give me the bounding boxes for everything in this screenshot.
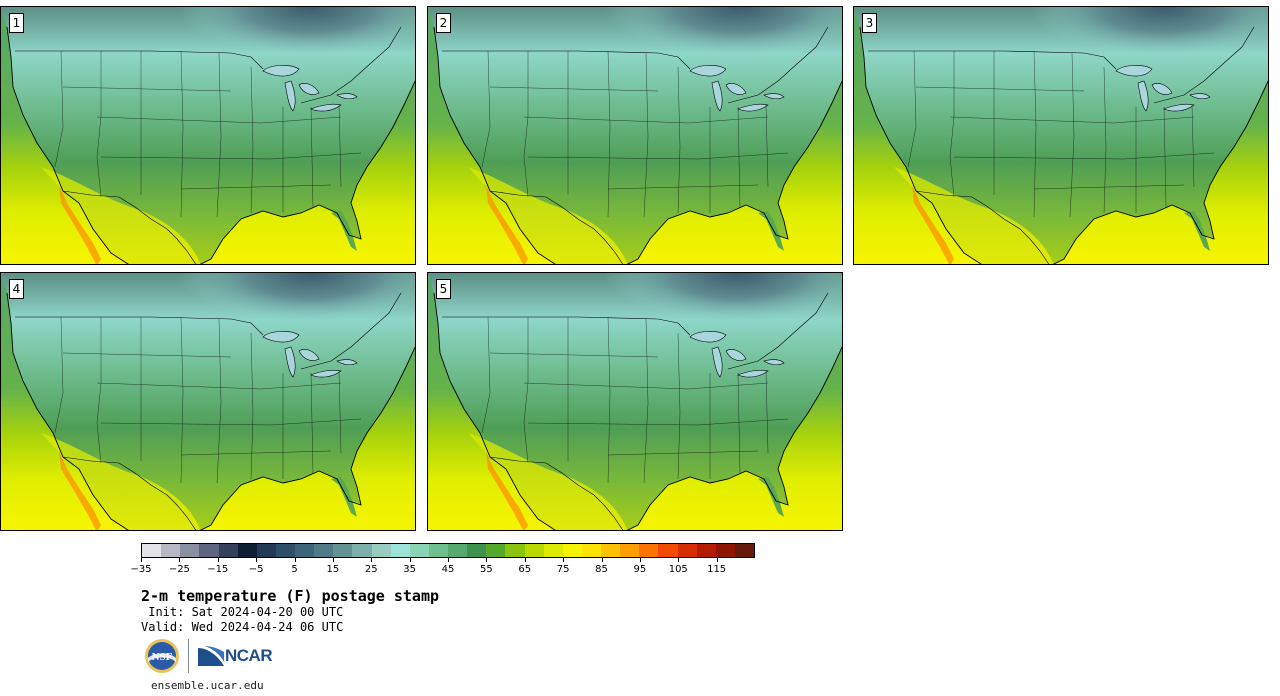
colorbar-tick-label: −15 [207,564,229,575]
colorbar-swatch [543,544,563,557]
colorbar-swatch [142,544,162,557]
colorbar-tick-label: 95 [633,564,647,575]
colorbar-tick-label: 55 [480,564,493,575]
colorbar-tick-label: 5 [291,564,298,575]
postage-stamp-map-2: 2 [427,6,843,265]
ncar-logo-icon [198,646,224,666]
colorbar-swatch [390,544,410,557]
colorbar-swatch [467,544,487,557]
member-label-2: 2 [436,13,451,33]
postage-stamp-map-5: 5 [427,272,843,531]
postage-stamp-map-1: 1 [0,6,416,265]
colorbar-swatch [409,544,429,557]
colorbar-tick [409,558,411,562]
colorbar-tick [217,558,219,562]
colorbar-tick [332,558,334,562]
colorbar-swatch [639,544,659,557]
colorbar-tick [601,558,603,562]
colorbar-tick-label: 65 [518,564,532,575]
colorbar-tick-label: −35 [130,564,152,575]
map-3-image [854,7,1268,264]
temperature-colorbar [141,543,755,558]
colorbar-swatch [237,544,257,557]
sponsor-logos: NSF NCAR [144,638,273,674]
colorbar-tick-label: −25 [168,564,190,575]
colorbar-tick [678,558,680,562]
colorbar-swatch [715,544,735,557]
init-time: Init: Sat 2024-04-20 00 UTC [141,605,344,619]
colorbar-swatch [180,544,200,557]
colorbar-swatch [199,544,219,557]
valid-time: Valid: Wed 2024-04-24 06 UTC [141,620,344,634]
colorbar-swatch [620,544,640,557]
colorbar-swatch [218,544,238,557]
ncar-logo-text: NCAR [225,646,273,665]
colorbar-swatch [658,544,678,557]
colorbar-swatch [734,544,754,557]
colorbar-tick [179,558,181,562]
colorbar-tick [563,558,565,562]
ncar-logo: NCAR [198,646,273,666]
logo-divider [188,639,189,673]
colorbar-swatch [428,544,448,557]
colorbar-tick-label: 85 [595,564,608,575]
colorbar-swatch [295,544,315,557]
colorbar-tick [524,558,526,562]
colorbar-swatch [256,544,276,557]
colorbar-swatch [314,544,334,557]
map-1-image [1,7,415,264]
colorbar-swatch [677,544,697,557]
colorbar-swatch [562,544,582,557]
colorbar-swatch [371,544,391,557]
nsf-logo-text: NSF [152,651,173,663]
colorbar-tick [639,558,641,562]
map-4-image [1,273,415,530]
colorbar-tick [141,558,142,562]
colorbar-tick [256,558,258,562]
colorbar-tick-label: 45 [441,564,455,575]
member-label-3: 3 [862,13,877,33]
colorbar-ticks: −35 −25 −15 −5 5 15 25 35 45 55 65 75 85 95 105 115 [130,558,755,580]
plot-title: 2-m temperature (F) postage stamp [141,587,440,605]
colorbar-swatch [505,544,525,557]
colorbar-swatch [275,544,295,557]
colorbar-tick-label: 115 [707,564,727,575]
colorbar-swatch [486,544,506,557]
colorbar-swatch [524,544,544,557]
postage-stamp-map-3: 3 [853,6,1269,265]
colorbar-tick [716,558,718,562]
colorbar-tick-label: 25 [364,564,378,575]
footer-url: ensemble.ucar.edu [151,679,264,692]
map-5-image [428,273,842,530]
colorbar-tick-label: 35 [403,564,416,575]
colorbar-tick-label: 15 [326,564,340,575]
member-label-1: 1 [9,13,24,33]
member-label-5: 5 [436,279,451,299]
colorbar-swatch [581,544,601,557]
colorbar-tick [486,558,488,562]
colorbar-swatch [601,544,621,557]
colorbar-swatch [333,544,353,557]
colorbar-swatch [696,544,716,557]
colorbar-tick-label: 105 [668,564,688,575]
map-2-image [428,7,842,264]
postage-stamp-map-4: 4 [0,272,416,531]
colorbar-swatch [448,544,468,557]
colorbar-tick-label: −5 [248,564,264,575]
colorbar-tick [448,558,449,562]
member-label-4: 4 [9,279,24,299]
colorbar-swatch [161,544,181,557]
colorbar-swatch [352,544,372,557]
colorbar-tick [294,558,296,562]
colorbar-tick [371,558,373,562]
colorbar-tick-label: 75 [556,564,570,575]
nsf-logo-icon: NSF [145,639,179,673]
